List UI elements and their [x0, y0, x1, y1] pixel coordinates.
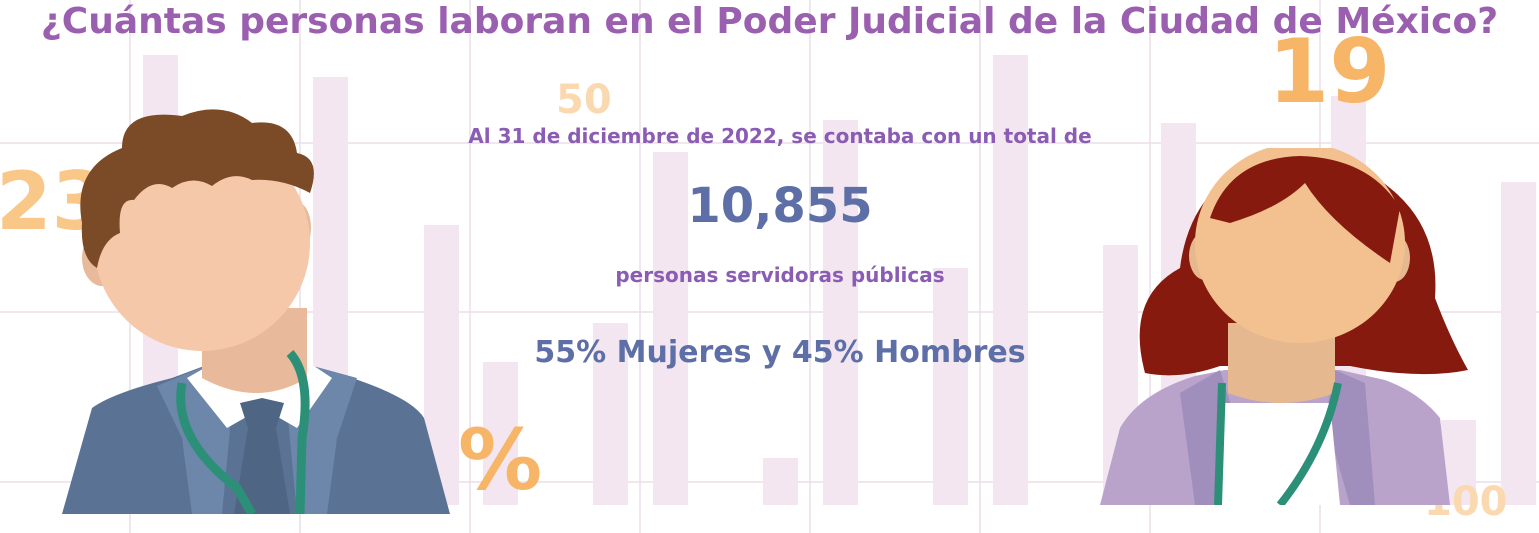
decorative-percent-sign: % — [458, 411, 543, 509]
decorative-number-50: 50 — [556, 77, 612, 123]
decorative-number-19: 19 — [1268, 20, 1391, 123]
gender-ratio: 55% Mujeres y 45% Hombres — [534, 335, 1026, 370]
total-count: 10,855 — [687, 178, 873, 234]
intro-text: Al 31 de diciembre de 2022, se contaba c… — [468, 124, 1092, 148]
man-illustration — [62, 109, 450, 514]
page-title: ¿Cuántas personas laboran en el Poder Ju… — [40, 1, 1499, 42]
subtitle-text: personas servidoras públicas — [615, 263, 945, 287]
woman-illustration — [1100, 148, 1468, 505]
